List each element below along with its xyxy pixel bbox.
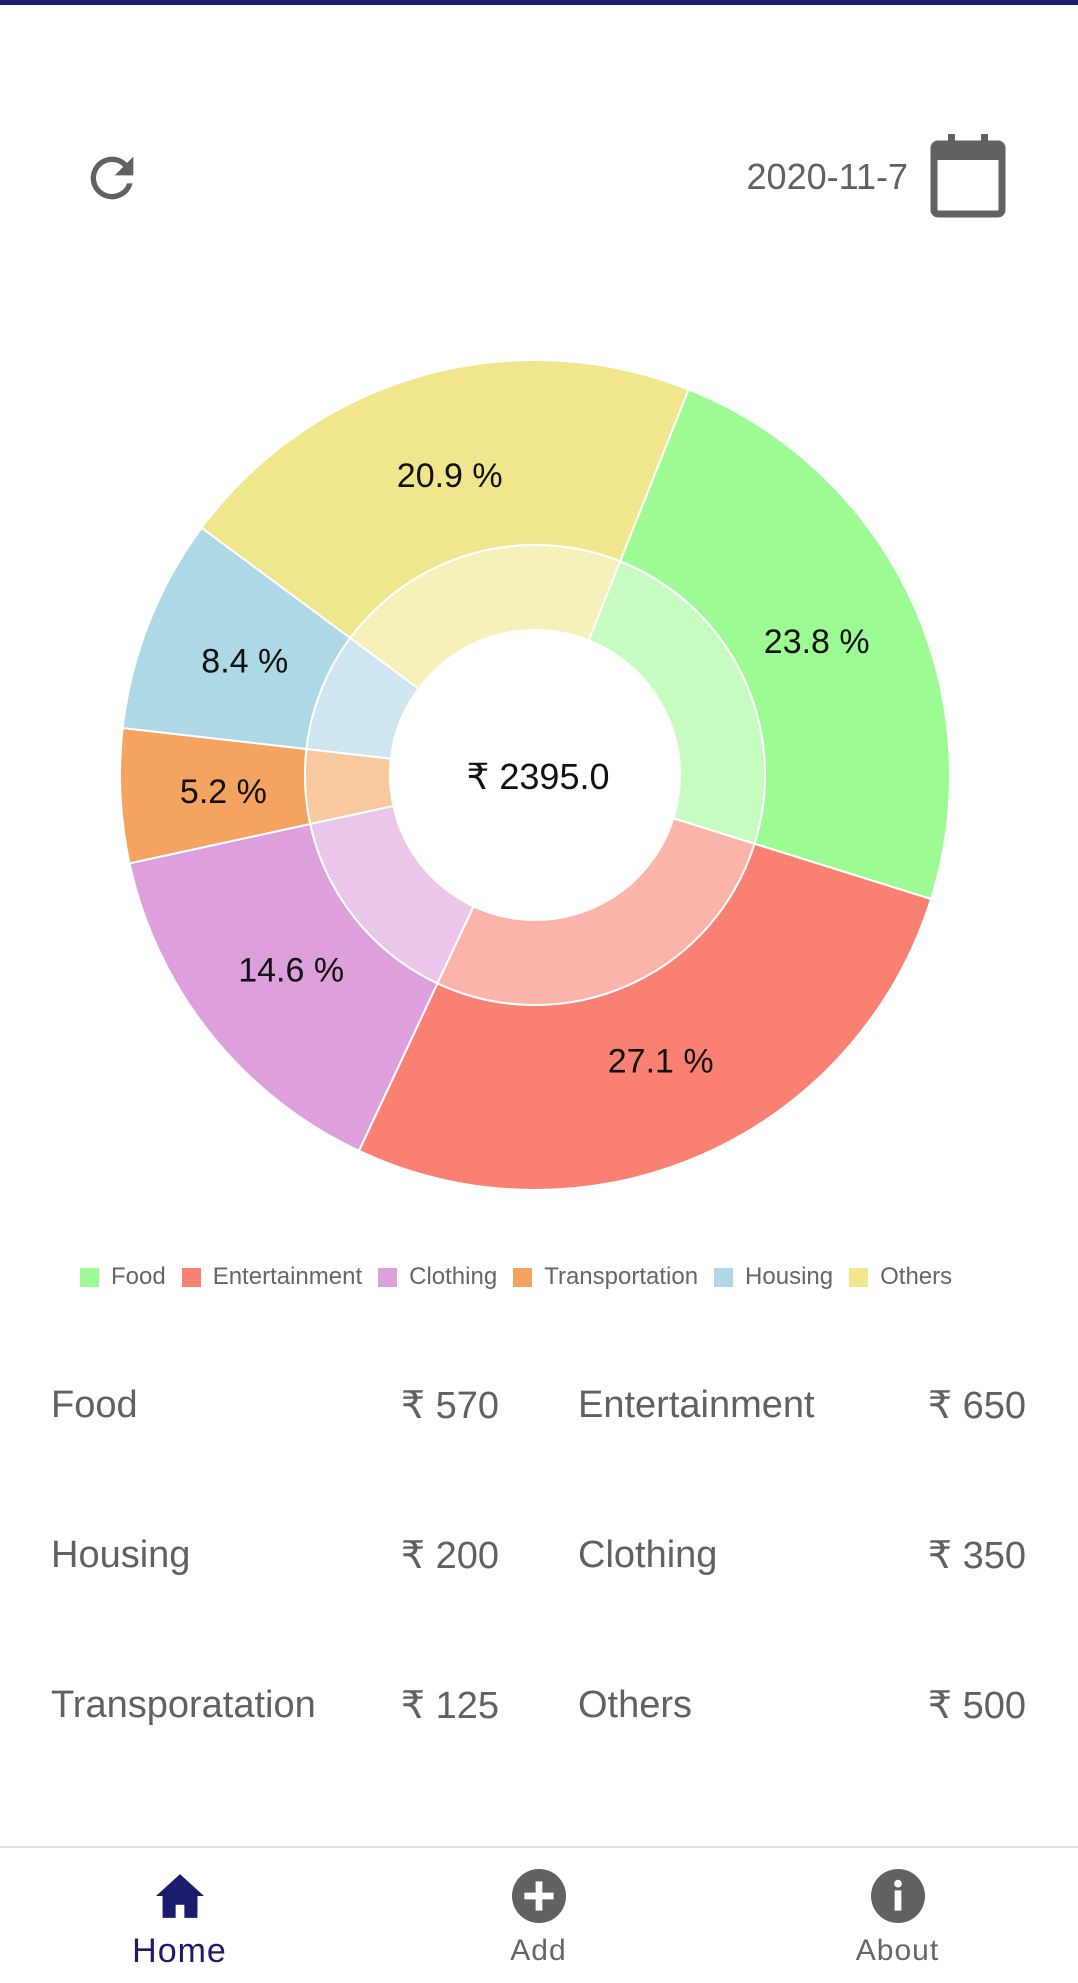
legend-item-entertainment: Entertainment: [181, 1263, 363, 1291]
summary-category-amount: ₹ 200: [400, 1534, 499, 1577]
legend-swatch-clothing: [378, 1267, 398, 1287]
summary-category-amount: ₹ 650: [927, 1384, 1026, 1427]
legend-item-others: Others: [849, 1263, 952, 1291]
summary-category-name: Food: [51, 1383, 138, 1426]
summary-category-amount: ₹ 350: [927, 1534, 1026, 1577]
summary-item-transportation: Transporatation ₹ 125: [51, 1660, 499, 1750]
slice-label-food: 23.8 %: [764, 623, 870, 661]
summary-row: Transporatation ₹ 125 Others ₹ 500: [0, 1660, 1078, 1810]
legend-label-clothing: Clothing: [409, 1263, 498, 1290]
donut-svg: 23.8 % 27.1 % 14.6 % 5.2 % 8.4 % 20.9 % ₹ 239…: [119, 359, 951, 1191]
summary-category-name: Others: [578, 1683, 693, 1726]
summary-category-name: Clothing: [578, 1533, 718, 1576]
legend-label-others: Others: [880, 1263, 953, 1290]
summary-category-name: Entertainment: [578, 1383, 815, 1426]
donut-hole: [390, 630, 680, 920]
summary-item-clothing: Clothing ₹ 350: [578, 1510, 1026, 1600]
summary-row: Food ₹ 570 Entertainment ₹ 650: [0, 1360, 1078, 1510]
nav-home[interactable]: Home: [0, 1848, 359, 1983]
legend-label-entertainment: Entertainment: [212, 1263, 363, 1290]
nav-add-label: Add: [510, 1934, 567, 1967]
legend-label-transportation: Transportation: [544, 1263, 699, 1290]
nav-add[interactable]: Add: [359, 1848, 718, 1983]
slice-label-clothing: 14.6 %: [238, 952, 344, 990]
legend-item-housing: Housing: [714, 1263, 833, 1291]
summary-category-amount: ₹ 500: [927, 1684, 1026, 1727]
total-amount-label: ₹ 2395.0: [466, 756, 609, 797]
refresh-icon: [90, 156, 134, 200]
add-circle-icon: [511, 1869, 566, 1923]
nav-home-label: Home: [132, 1932, 227, 1970]
legend-item-food: Food: [80, 1263, 166, 1291]
calendar-button[interactable]: [928, 132, 1008, 218]
summary-item-food: Food ₹ 570: [51, 1360, 499, 1450]
legend-swatch-food: [80, 1267, 99, 1287]
legend-swatch-housing: [714, 1267, 734, 1287]
legend-item-transportation: Transportation: [513, 1263, 698, 1291]
slice-label-transportation: 5.2 %: [180, 773, 267, 811]
legend-label-housing: Housing: [745, 1263, 834, 1290]
nav-about-label: About: [855, 1934, 940, 1967]
calendar-icon: [930, 134, 1006, 218]
nav-about[interactable]: About: [718, 1848, 1077, 1983]
summary-category-name: Transporatation: [51, 1683, 316, 1726]
summary-row: Housing ₹ 200 Clothing ₹ 350: [0, 1510, 1078, 1660]
slice-label-entertainment: 27.1 %: [608, 1043, 714, 1081]
home-icon: [155, 1874, 204, 1918]
info-icon: [870, 1869, 925, 1923]
summary-category-amount: ₹ 570: [400, 1384, 499, 1427]
legend-item-clothing: Clothing: [378, 1263, 497, 1291]
refresh-button[interactable]: [72, 138, 152, 218]
summary-category-amount: ₹ 125: [400, 1684, 499, 1727]
header: 2020-11-7: [0, 120, 1078, 230]
legend-label-food: Food: [111, 1263, 166, 1290]
legend-swatch-others: [849, 1267, 869, 1287]
legend-swatch-entertainment: [181, 1267, 201, 1287]
legend-swatch-transportation: [513, 1267, 533, 1287]
slice-label-housing: 8.4 %: [201, 643, 288, 681]
bottom-navigation: Home Add About: [0, 1846, 1078, 1983]
summary-item-entertainment: Entertainment ₹ 650: [578, 1360, 1026, 1450]
summary-item-housing: Housing ₹ 200: [51, 1510, 499, 1600]
summary-category-name: Housing: [51, 1533, 191, 1576]
category-summary: Food ₹ 570 Entertainment ₹ 650 Housing ₹…: [0, 1360, 1078, 1810]
summary-item-others: Others ₹ 500: [578, 1660, 1026, 1750]
slice-label-others: 20.9 %: [397, 457, 503, 495]
date-label[interactable]: 2020-11-7: [746, 156, 908, 197]
chart-legend: Food Entertainment Clothing Transportati…: [80, 1257, 1030, 1297]
expense-donut-chart: 23.8 % 27.1 % 14.6 % 5.2 % 8.4 % 20.9 % ₹ 239…: [110, 350, 960, 1200]
top-accent-bar: [0, 0, 1078, 5]
